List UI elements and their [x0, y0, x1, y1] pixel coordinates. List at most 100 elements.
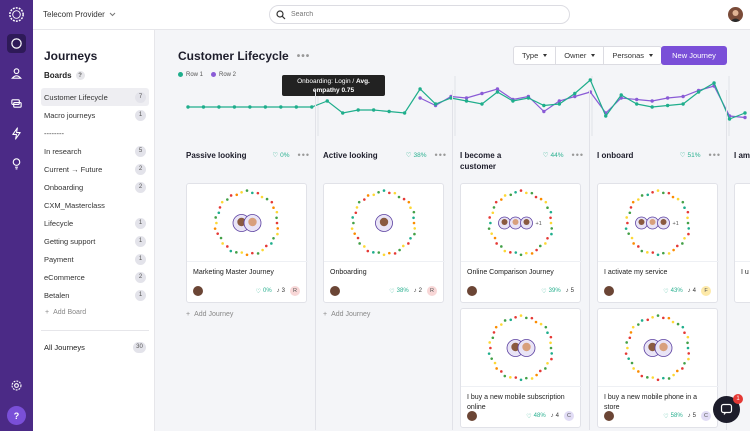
chart-point[interactable]	[232, 105, 237, 109]
column-more-icon[interactable]: •••	[297, 150, 310, 160]
journey-card[interactable]: I u	[734, 183, 750, 303]
chart-point[interactable]	[542, 103, 546, 108]
card-status-badge[interactable]: R	[290, 286, 300, 296]
sidebar-board-item[interactable]: In research 5	[41, 142, 149, 160]
chart-point[interactable]	[665, 96, 670, 100]
chart-point[interactable]	[186, 105, 190, 109]
chart-point[interactable]	[573, 91, 577, 96]
chart-point[interactable]	[279, 105, 283, 109]
filter-personas[interactable]: Personas	[604, 47, 661, 64]
chart-point[interactable]	[248, 105, 252, 109]
column-title[interactable]: Active looking	[323, 151, 378, 160]
provider-switcher[interactable]: Telecom Provider	[43, 10, 116, 19]
chart-point[interactable]	[511, 99, 515, 103]
chart-point[interactable]	[433, 102, 438, 106]
lightning-nav-icon[interactable]	[7, 124, 26, 143]
column-title[interactable]: Passive looking	[186, 151, 247, 160]
chart-point[interactable]	[650, 105, 654, 109]
journey-card[interactable]: Marketing Master Journey ♡ 0% ♪ 3 R	[186, 183, 308, 303]
chart-point[interactable]	[557, 102, 562, 106]
sidebar-board-item[interactable]: Macro journeys 1	[41, 106, 149, 124]
chart-point[interactable]	[604, 114, 608, 118]
chart-point[interactable]	[712, 81, 716, 85]
sidebar-board-item[interactable]: eCommerce 2	[41, 268, 149, 286]
new-journey-button[interactable]: New Journey	[661, 46, 727, 65]
chart-point[interactable]	[402, 111, 407, 115]
journeys-nav-icon[interactable]	[7, 34, 26, 53]
legend-row2[interactable]: Row 2	[211, 72, 236, 78]
column-title[interactable]: I become a customer	[460, 151, 502, 171]
chart-point[interactable]	[665, 103, 670, 108]
settings-gear-icon[interactable]	[7, 376, 26, 395]
user-avatar[interactable]	[728, 7, 743, 22]
sidebar-board-item[interactable]: Getting support 1	[41, 232, 149, 250]
column-title[interactable]: I am	[734, 151, 750, 160]
add-board-button[interactable]: + Add Board	[45, 309, 86, 316]
help-button[interactable]: ?	[7, 406, 26, 425]
card-status-badge[interactable]: C	[564, 411, 574, 421]
chart-point[interactable]	[325, 99, 329, 103]
chart-point[interactable]	[619, 96, 623, 100]
chart-point[interactable]	[418, 96, 422, 100]
chart-point[interactable]	[464, 96, 469, 100]
chart-point[interactable]	[310, 105, 314, 109]
chart-point[interactable]	[557, 99, 562, 103]
sidebar-board-item[interactable]: Payment 1	[41, 250, 149, 268]
journey-card[interactable]: I buy a new mobile phone in a store ♡ 58% ♪…	[597, 308, 719, 428]
chart-point[interactable]	[696, 90, 701, 94]
chart-point[interactable]	[371, 108, 376, 112]
column-title[interactable]: I onboard	[597, 151, 634, 160]
chart-point[interactable]	[356, 108, 360, 112]
card-status-badge[interactable]: C	[701, 411, 711, 421]
column-more-icon[interactable]: •••	[708, 150, 721, 160]
filter-owner[interactable]: Owner	[556, 47, 605, 64]
column-more-icon[interactable]: •••	[571, 150, 584, 160]
sidebar-board-item[interactable]: Onboarding 2	[41, 178, 149, 196]
chart-point[interactable]	[588, 78, 592, 82]
layers-nav-icon[interactable]	[7, 94, 26, 113]
chart-point[interactable]	[495, 90, 500, 94]
sidebar-board-item[interactable]: --------	[41, 124, 149, 142]
sidebar-board-item[interactable]: Current → Future 2	[41, 160, 149, 178]
chart-point[interactable]	[387, 109, 391, 114]
card-status-badge[interactable]: R	[427, 286, 437, 296]
filter-type[interactable]: Type	[514, 47, 557, 64]
personas-nav-icon[interactable]	[7, 64, 26, 83]
journey-card[interactable]: I buy a new mobile subscription online ♡ 4…	[460, 308, 582, 428]
chart-point[interactable]	[542, 109, 546, 114]
chart-point[interactable]	[681, 102, 685, 106]
sidebar-board-item[interactable]: Customer Lifecycle 7	[41, 88, 149, 106]
legend-row1[interactable]: Row 1	[178, 72, 203, 78]
lightbulb-nav-icon[interactable]	[7, 154, 26, 173]
chart-point[interactable]	[634, 97, 639, 102]
card-status-badge[interactable]: F	[701, 286, 711, 296]
journey-card[interactable]: +1 Online Comparison Journey ♡ 39% ♪ 5	[460, 183, 582, 303]
sidebar-board-item[interactable]: Betalen 1	[41, 286, 149, 304]
search-box[interactable]	[269, 5, 570, 24]
chart-point[interactable]	[449, 96, 453, 100]
chart-point[interactable]	[526, 96, 531, 100]
chart-point[interactable]	[341, 111, 345, 115]
chart-point[interactable]	[263, 105, 268, 109]
all-journeys-link[interactable]: All Journeys 30	[41, 340, 149, 354]
help-icon[interactable]: ?	[75, 71, 85, 80]
chart-point[interactable]	[634, 102, 639, 106]
chart-point[interactable]	[727, 117, 732, 121]
chart-point[interactable]	[464, 99, 469, 103]
chart-point[interactable]	[619, 93, 623, 97]
search-input[interactable]	[291, 11, 551, 18]
chart-point[interactable]	[217, 105, 221, 109]
sidebar-board-item[interactable]: Lifecycle 1	[41, 214, 149, 232]
chart-point[interactable]	[650, 99, 654, 103]
chart-point[interactable]	[743, 115, 747, 120]
chart-point[interactable]	[480, 91, 484, 96]
chart-point[interactable]	[573, 94, 577, 99]
chart-point[interactable]	[201, 105, 206, 109]
chart-point[interactable]	[294, 105, 299, 109]
board-more-icon[interactable]: •••	[296, 50, 311, 62]
chart-point[interactable]	[480, 102, 484, 106]
chart-point[interactable]	[681, 94, 685, 99]
chart-point[interactable]	[743, 111, 747, 115]
add-journey-button[interactable]: + Add Journey	[186, 311, 233, 318]
add-journey-button[interactable]: + Add Journey	[323, 311, 370, 318]
